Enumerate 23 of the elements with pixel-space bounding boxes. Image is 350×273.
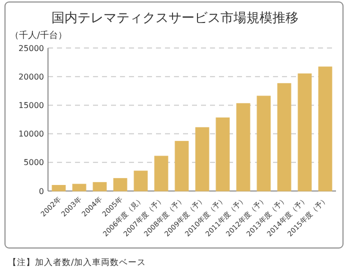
- y-tick-label: 5000: [24, 158, 44, 168]
- bar: [72, 184, 86, 192]
- bar: [216, 117, 230, 192]
- bar: [174, 140, 189, 192]
- chart-title: 国内テレマティクスサービス市場規模推移: [52, 11, 298, 26]
- bar: [154, 156, 168, 192]
- y-axis-title: （千人/千台）: [10, 30, 68, 41]
- bar: [113, 178, 128, 192]
- bar: [256, 96, 271, 192]
- y-tick-label: 10000: [18, 130, 44, 139]
- y-tick-label: 25000: [18, 44, 44, 53]
- y-tick-label: 0: [38, 186, 44, 196]
- bar: [318, 66, 332, 192]
- bar: [92, 182, 107, 192]
- y-tick-label: 15000: [18, 101, 44, 110]
- y-tick-label: 20000: [18, 72, 44, 82]
- text: 【注】加入者数/加入車両数ベース: [8, 257, 146, 268]
- bar: [236, 103, 250, 192]
- bar: [195, 127, 210, 192]
- bar: [134, 170, 148, 192]
- bar: [277, 83, 292, 192]
- bar: [298, 73, 312, 192]
- bar: [52, 184, 66, 192]
